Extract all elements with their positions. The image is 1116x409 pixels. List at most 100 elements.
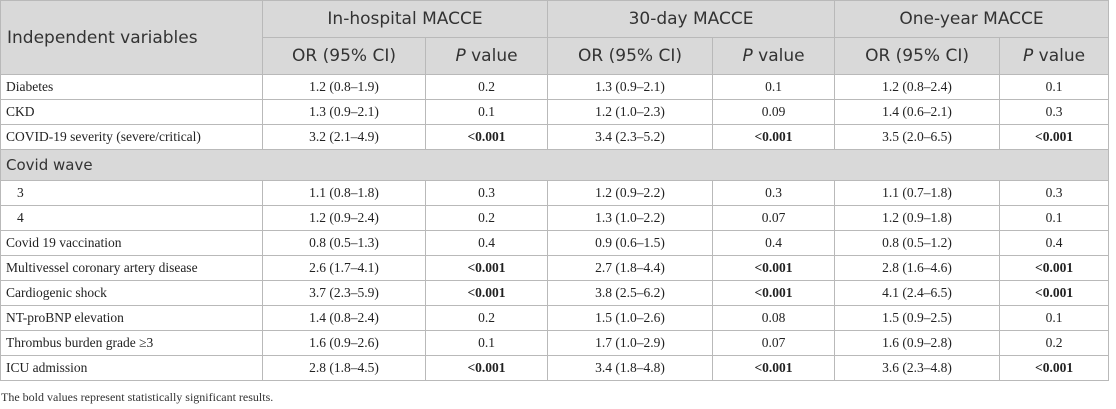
- or-ci-cell: 1.3 (0.9–2.1): [547, 74, 714, 100]
- p-value-cell: <0.001: [999, 124, 1110, 150]
- row-label: Multivessel coronary artery disease: [0, 255, 263, 281]
- or-ci-cell: 1.2 (0.9–1.8): [834, 205, 1001, 231]
- or-ci-cell: 1.5 (1.0–2.6): [547, 305, 714, 331]
- p-value-cell: 0.3: [999, 180, 1110, 206]
- or-ci-cell: 1.1 (0.8–1.8): [262, 180, 426, 206]
- row-label: 3: [0, 180, 263, 206]
- macce-table: Independent variables In-hospital MACCE …: [0, 0, 1110, 381]
- p-value-cell: 0.1: [999, 305, 1110, 331]
- table-row: Covid 19 vaccination 0.8 (0.5–1.3) 0.4 0.9 …: [0, 230, 1110, 256]
- or-ci-cell: 2.8 (1.6–4.6): [834, 255, 1001, 281]
- or-ci-cell: 2.8 (1.8–4.5): [262, 355, 426, 381]
- row-label: 4: [0, 205, 263, 231]
- p-value-cell: <0.001: [424, 280, 549, 306]
- header-row-columns: OR (95% CI) P value OR (95% CI) P value …: [1, 37, 1110, 75]
- p-value-cell: 0.2: [999, 330, 1110, 356]
- header-independent-variables: Independent variables: [0, 0, 263, 75]
- p-value-cell: <0.001: [424, 355, 549, 381]
- or-ci-cell: 1.6 (0.9–2.8): [834, 330, 1001, 356]
- table-row: COVID-19 severity (severe/critical) 3.2 (…: [0, 124, 1110, 150]
- or-ci-cell: 3.7 (2.3–5.9): [262, 280, 426, 306]
- p-value-cell: 0.2: [424, 205, 549, 231]
- header-or-ci: OR (95% CI): [547, 37, 714, 75]
- p-value-cell: 0.4: [424, 230, 549, 256]
- p-value-cell: <0.001: [999, 255, 1110, 281]
- table-row: 4 1.2 (0.9–2.4) 0.2 1.3 (1.0–2.2) 0.07 1.2 (0…: [0, 205, 1110, 231]
- header-row-groups: Independent variables In-hospital MACCE …: [0, 0, 1110, 75]
- p-value-cell: 0.3: [712, 180, 836, 206]
- or-ci-cell: 2.6 (1.7–4.1): [262, 255, 426, 281]
- or-ci-cell: 1.2 (0.9–2.2): [547, 180, 714, 206]
- p-value-cell: 0.2: [424, 305, 549, 331]
- p-value-cell: 0.09: [712, 99, 836, 125]
- or-ci-cell: 1.2 (1.0–2.3): [547, 99, 714, 125]
- or-ci-cell: 0.8 (0.5–1.2): [834, 230, 1001, 256]
- table-row: Cardiogenic shock 3.7 (2.3–5.9) <0.001 3.8 …: [0, 280, 1110, 306]
- table-row: NT-proBNP elevation 1.4 (0.8–2.4) 0.2 1.5 (…: [0, 305, 1110, 331]
- row-label: CKD: [0, 99, 263, 125]
- header-or-ci: OR (95% CI): [834, 37, 1001, 75]
- p-value-cell: 0.2: [424, 74, 549, 100]
- or-ci-cell: 3.8 (2.5–6.2): [547, 280, 714, 306]
- or-ci-cell: 1.3 (0.9–2.1): [262, 99, 426, 125]
- p-value-cell: 0.3: [424, 180, 549, 206]
- p-value-cell: 0.4: [712, 230, 836, 256]
- p-value-cell: <0.001: [712, 255, 836, 281]
- p-value-cell: 0.1: [712, 74, 836, 100]
- p-value-cell: <0.001: [712, 280, 836, 306]
- or-ci-cell: 1.2 (0.9–2.4): [262, 205, 426, 231]
- table-row: 3 1.1 (0.8–1.8) 0.3 1.2 (0.9–2.2) 0.3 1.1 (0.…: [0, 180, 1110, 206]
- section-row: Covid wave: [0, 149, 1110, 181]
- or-ci-cell: 4.1 (2.4–6.5): [834, 280, 1001, 306]
- or-ci-cell: 1.5 (0.9–2.5): [834, 305, 1001, 331]
- or-ci-cell: 2.7 (1.8–4.4): [547, 255, 714, 281]
- table-row: Thrombus burden grade ≥3 1.6 (0.9–2.6) 0.1…: [0, 330, 1110, 356]
- row-label: Covid 19 vaccination: [0, 230, 263, 256]
- p-value-cell: 0.08: [712, 305, 836, 331]
- header-p-value: P value: [424, 37, 549, 75]
- or-ci-cell: 1.6 (0.9–2.6): [262, 330, 426, 356]
- p-value-cell: 0.1: [999, 205, 1110, 231]
- p-value-cell: 0.1: [424, 330, 549, 356]
- or-ci-cell: 3.2 (2.1–4.9): [262, 124, 426, 150]
- or-ci-cell: 1.4 (0.8–2.4): [262, 305, 426, 331]
- or-ci-cell: 3.4 (1.8–4.8): [547, 355, 714, 381]
- p-value-cell: <0.001: [424, 255, 549, 281]
- or-ci-cell: 1.1 (0.7–1.8): [834, 180, 1001, 206]
- p-value-cell: <0.001: [712, 355, 836, 381]
- header-p-value: P value: [712, 37, 836, 75]
- header-group-one-year: One-year MACCE: [834, 0, 1110, 38]
- or-ci-cell: 1.2 (0.8–2.4): [834, 74, 1001, 100]
- or-ci-cell: 3.5 (2.0–6.5): [834, 124, 1001, 150]
- table-row: ICU admission 2.8 (1.8–4.5) <0.001 3.4 (1.8…: [0, 355, 1110, 381]
- header-p-value: P value: [999, 37, 1110, 75]
- row-label: COVID-19 severity (severe/critical): [0, 124, 263, 150]
- p-value-cell: <0.001: [999, 355, 1110, 381]
- p-value-cell: <0.001: [999, 280, 1110, 306]
- row-label: Diabetes: [0, 74, 263, 100]
- row-label: NT-proBNP elevation: [0, 305, 263, 331]
- header-group-30-day: 30-day MACCE: [547, 0, 836, 38]
- or-ci-cell: 1.3 (1.0–2.2): [547, 205, 714, 231]
- or-ci-cell: 3.4 (2.3–5.2): [547, 124, 714, 150]
- or-ci-cell: 3.6 (2.3–4.8): [834, 355, 1001, 381]
- table-body: Diabetes 1.2 (0.8–1.9) 0.2 1.3 (0.9–2.1) 0.1…: [0, 74, 1110, 381]
- table-row: CKD 1.3 (0.9–2.1) 0.1 1.2 (1.0–2.3) 0.09 1.4 …: [0, 99, 1110, 125]
- p-value-cell: 0.07: [712, 205, 836, 231]
- row-label: Thrombus burden grade ≥3: [0, 330, 263, 356]
- row-label: ICU admission: [0, 355, 263, 381]
- header-or-ci: OR (95% CI): [262, 37, 426, 75]
- table-row: Diabetes 1.2 (0.8–1.9) 0.2 1.3 (0.9–2.1) 0.1…: [0, 74, 1110, 100]
- header-group-in-hospital: In-hospital MACCE: [261, 0, 549, 38]
- row-label: Cardiogenic shock: [0, 280, 263, 306]
- or-ci-cell: 0.9 (0.6–1.5): [547, 230, 714, 256]
- section-label: Covid wave: [0, 149, 1110, 181]
- table-footnote: The bold values represent statistically …: [1, 390, 274, 404]
- p-value-cell: <0.001: [424, 124, 549, 150]
- p-value-cell: <0.001: [712, 124, 836, 150]
- or-ci-cell: 1.2 (0.8–1.9): [262, 74, 426, 100]
- p-value-cell: 0.4: [999, 230, 1110, 256]
- p-value-cell: 0.1: [999, 74, 1110, 100]
- or-ci-cell: 0.8 (0.5–1.3): [262, 230, 426, 256]
